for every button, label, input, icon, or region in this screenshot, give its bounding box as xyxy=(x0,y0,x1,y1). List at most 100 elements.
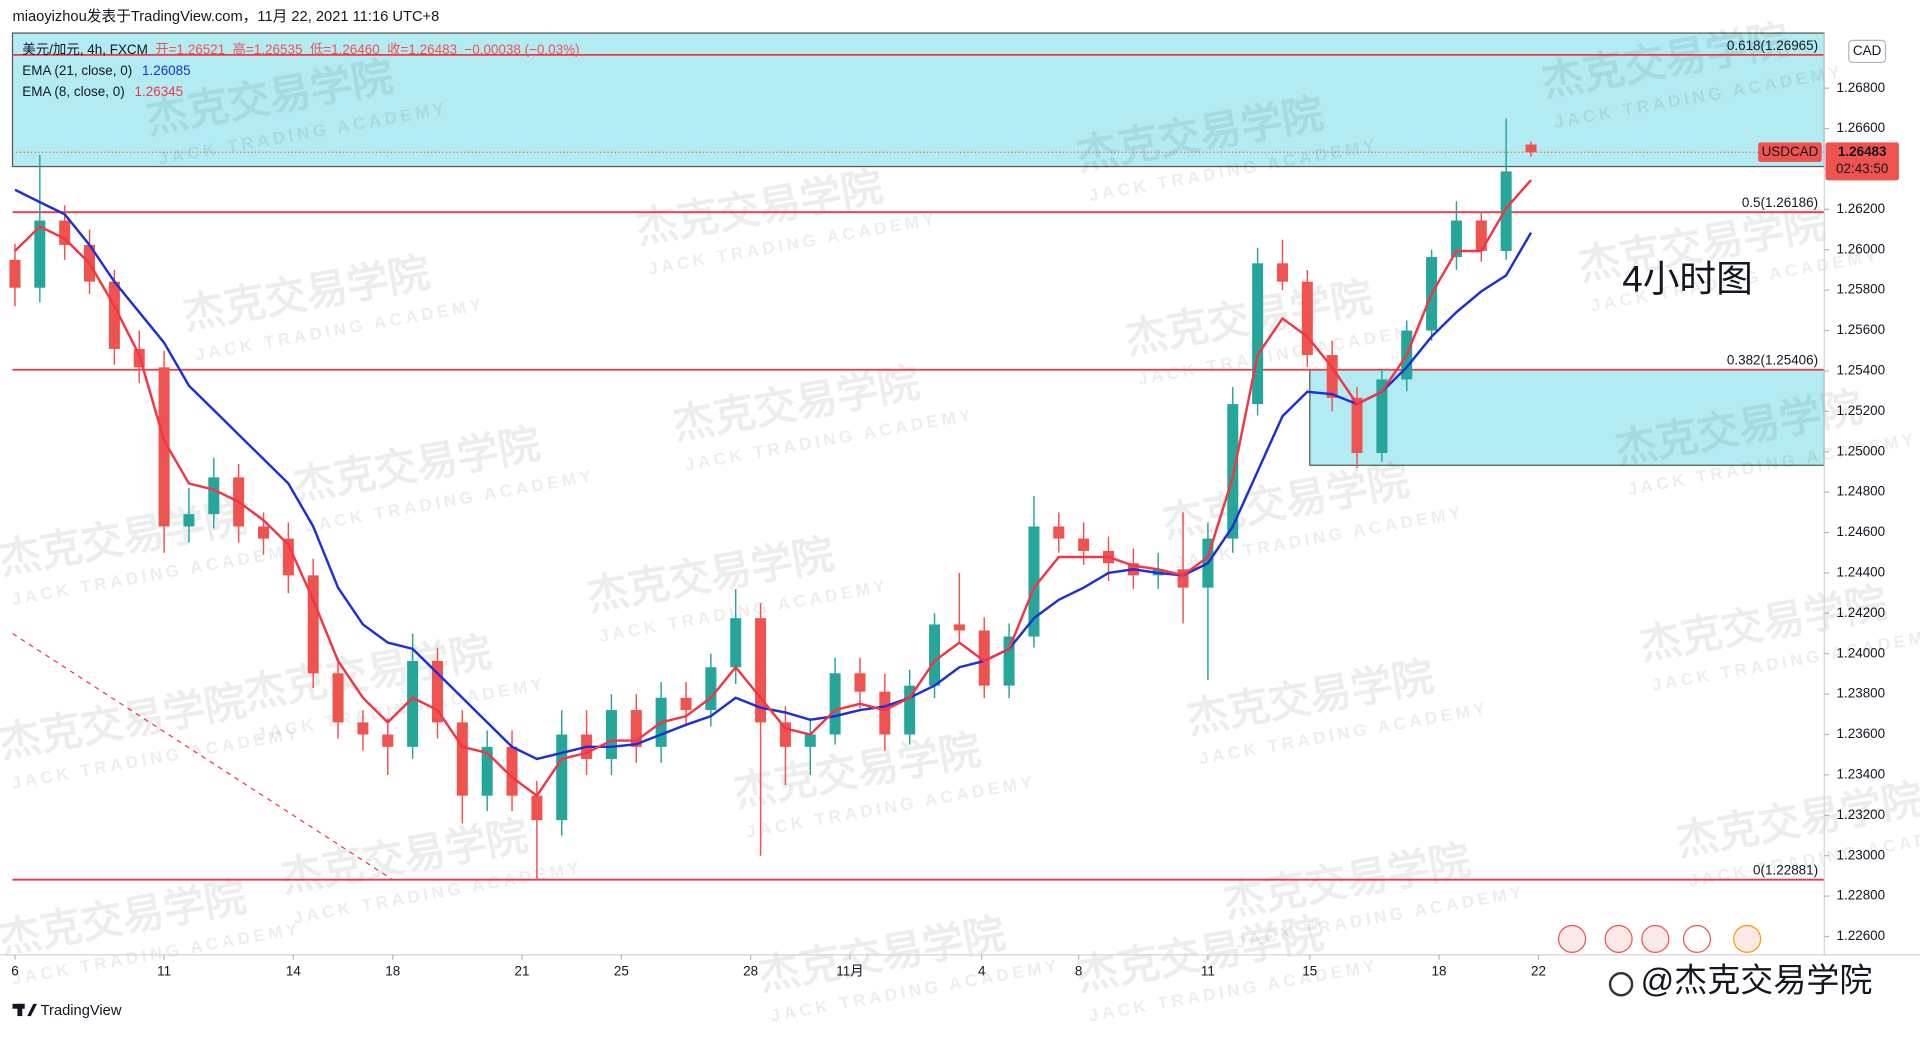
x-tick-label: 18 xyxy=(1432,964,1447,979)
y-tick-label: 1.23000 xyxy=(1837,847,1886,862)
candle-body xyxy=(1525,144,1537,153)
candle-body xyxy=(1351,397,1363,453)
candle-body xyxy=(730,618,742,668)
credit-icon xyxy=(1608,971,1634,997)
x-tick-label: 15 xyxy=(1302,964,1317,979)
candle-body xyxy=(1177,569,1189,588)
candle-body xyxy=(854,673,866,692)
candle-body xyxy=(382,734,394,747)
x-tick-label: 4 xyxy=(978,964,986,979)
currency[interactable]: CAD xyxy=(1853,43,1882,58)
legend-change: −0.00038 (−0.03%) xyxy=(464,42,579,57)
symbol-label: USDCAD xyxy=(1762,144,1819,159)
y-tick-label: 1.24400 xyxy=(1837,564,1886,579)
candle-body xyxy=(680,697,692,711)
legend-high: 高=1.26535 xyxy=(233,41,303,57)
fib-level-label: 0.618(1.26965) xyxy=(1727,38,1818,53)
candle-body xyxy=(481,746,493,796)
x-tick-label: 11 xyxy=(1201,964,1215,979)
y-tick-label: 1.25000 xyxy=(1837,443,1886,458)
candle-body xyxy=(1053,526,1065,539)
fib-level-label: 0.5(1.26186) xyxy=(1742,195,1818,210)
candle-body xyxy=(357,722,369,735)
candle-body xyxy=(9,259,21,288)
legend-low: 低=1.26460 xyxy=(310,42,380,57)
logo-part xyxy=(17,1003,23,1017)
candle-body xyxy=(1276,263,1288,282)
ema-line xyxy=(14,188,1533,761)
y-tick-label: 1.26000 xyxy=(1837,241,1886,256)
y-tick-label: 1.25200 xyxy=(1837,403,1886,418)
candle-body xyxy=(705,667,717,711)
y-tick-label: 1.26800 xyxy=(1837,80,1886,95)
candle-body xyxy=(506,746,518,796)
flag-us[interactable] xyxy=(1733,924,1762,954)
legend-ema21-value: 1.26085 xyxy=(142,63,191,78)
flag-us[interactable] xyxy=(1604,924,1633,954)
candle-body xyxy=(804,734,816,747)
symbol-label-box xyxy=(1758,142,1822,163)
candle-body xyxy=(1028,526,1040,637)
y-tick-label: 1.24000 xyxy=(1837,645,1886,660)
fib-level-label: 0(1.22881) xyxy=(1753,863,1818,878)
legend-open: 开=1.26521 xyxy=(155,42,225,57)
legend-close: 收=1.26483 xyxy=(387,42,457,57)
event-flags xyxy=(1558,924,1762,954)
y-tick-label: 1.22600 xyxy=(1837,928,1886,943)
candle-body xyxy=(332,673,344,723)
x-tick-label: 18 xyxy=(385,964,400,979)
flag-ca[interactable] xyxy=(1682,924,1712,954)
y-tick-label: 1.22800 xyxy=(1837,888,1886,903)
x-tick-label: 11 xyxy=(157,964,171,979)
annotation: 4小时图 xyxy=(1622,258,1753,299)
legend-ema8-value: 1.26345 xyxy=(135,83,184,98)
brand: TradingView xyxy=(41,1003,122,1019)
candle-body xyxy=(183,514,195,527)
candle-body xyxy=(1500,171,1512,251)
x-tick-label: 25 xyxy=(614,964,629,979)
candle-body xyxy=(779,722,791,747)
logo-part xyxy=(27,1003,37,1017)
candle-body xyxy=(208,477,220,515)
countdown: 02:43:50 xyxy=(1836,161,1888,176)
header: miaoyizhou发表于TradingView.com，11月 22, 202… xyxy=(12,8,439,25)
candle-body xyxy=(1326,354,1338,398)
x-tick-label: 22 xyxy=(1531,964,1546,979)
y-tick-label: 1.23200 xyxy=(1837,807,1886,822)
x-tick-label: 11月 xyxy=(836,964,863,979)
price-label: 1.26483 xyxy=(1838,144,1887,159)
fib-level-label: 0.382(1.25406) xyxy=(1727,353,1818,368)
legend-symbol: 美元/加元, 4h, FXCM 开=1.26521 高=1.26535 低=1.264… xyxy=(22,41,579,57)
credit: @杰克交易学院 xyxy=(1641,963,1873,1000)
x-tick-label: 28 xyxy=(743,964,758,979)
candle-body xyxy=(755,618,767,723)
candle-body xyxy=(556,734,568,821)
trendline xyxy=(12,633,394,881)
candle-body xyxy=(1252,263,1264,405)
candle-body xyxy=(282,538,294,576)
y-tick-label: 1.25400 xyxy=(1837,363,1886,378)
legend-ema8-name: EMA (8, close, 0) xyxy=(22,83,124,98)
candle-body xyxy=(257,526,270,539)
y-tick-label: 1.24200 xyxy=(1837,605,1886,620)
legend-ema21: EMA (21, close, 0) 1.26085 xyxy=(22,63,190,78)
flag-us[interactable] xyxy=(1641,924,1670,954)
y-tick-label: 1.25800 xyxy=(1837,282,1886,297)
candle-body xyxy=(1475,220,1487,251)
candle-body xyxy=(904,685,916,735)
candle-body xyxy=(1301,281,1313,355)
currency-box[interactable] xyxy=(1848,39,1887,64)
candle-body xyxy=(456,722,468,796)
flag-us[interactable] xyxy=(1558,924,1587,954)
plot: 0.618(1.26965) 0.5(1.26186) 0.382(1.25406)… xyxy=(9,38,1825,881)
candle-body xyxy=(953,624,965,631)
candle-body xyxy=(407,660,419,747)
candle-body xyxy=(34,220,46,288)
y-tick-label: 1.23800 xyxy=(1837,686,1886,701)
y-tick-label: 1.24800 xyxy=(1837,484,1886,499)
price-label-box xyxy=(1825,142,1899,181)
legend-ema8: EMA (8, close, 0) 1.26345 xyxy=(22,83,183,98)
candle-body xyxy=(1376,379,1388,453)
candle-body xyxy=(630,710,642,747)
